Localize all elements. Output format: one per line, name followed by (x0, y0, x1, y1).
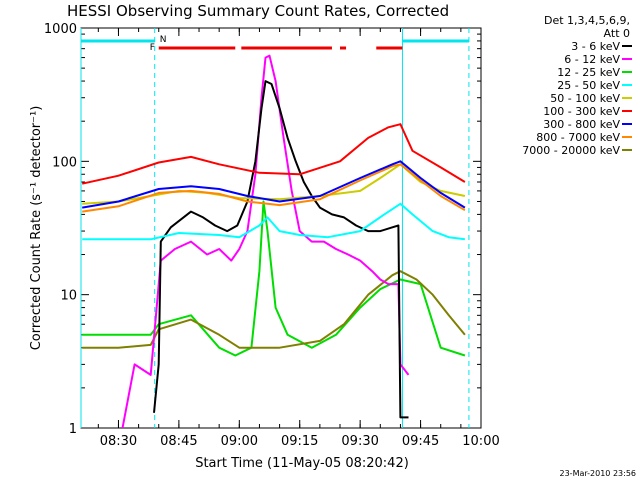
series-line-800-7000-keV (82, 163, 466, 213)
legend-header-line-1: Det 1,3,4,5,6,9, (544, 14, 630, 27)
series-line-3-6-keV (153, 80, 409, 419)
timestamp: 23-Mar-2010 23:56 (560, 469, 637, 478)
legend-label-6: 300 - 800 keV (543, 118, 620, 131)
series-line-50-100-keV (82, 163, 466, 205)
night-marker-label: N (160, 35, 167, 45)
series-group (81, 54, 466, 428)
y-tick-label-0: 1 (69, 422, 77, 437)
y-axis-label: Corrected Count Rate (s⁻¹ detector⁻¹) (29, 106, 44, 351)
flare-marker-label: F (150, 43, 155, 53)
legend-label-2: 12 - 25 keV (557, 66, 620, 79)
y-tick-label-1: 10 (60, 289, 77, 304)
legend-label-1: 6 - 12 keV (564, 53, 620, 66)
x-tick-label-1: 08:45 (160, 434, 197, 449)
series-line-25-50-keV (82, 202, 466, 241)
x-tick-label-2: 09:00 (221, 434, 258, 449)
series-line-12-25-keV (82, 200, 466, 357)
series-line-6-12-keV (121, 54, 410, 428)
legend-header-line-2: Att 0 (604, 27, 630, 40)
legend-label-5: 100 - 300 keV (543, 105, 620, 118)
x-tick-label-3: 09:15 (281, 434, 318, 449)
chart-title: HESSI Observing Summary Count Rates, Cor… (67, 2, 449, 20)
x-tick-label-4: 09:30 (341, 434, 378, 449)
y-tick-label-2: 100 (52, 155, 77, 170)
y-tick-label-3: 1000 (44, 22, 77, 37)
series-line-300-800-keV (82, 160, 466, 209)
series-line-100-300-keV (81, 123, 466, 185)
legend-label-4: 50 - 100 keV (550, 92, 620, 105)
x-tick-label-6: 10:00 (462, 434, 499, 449)
legend-label-7: 800 - 7000 keV (536, 131, 620, 144)
series-line-7000-20000-keV (82, 270, 466, 349)
x-tick-label-5: 09:45 (402, 434, 439, 449)
x-axis-label: Start Time (11-May-05 08:20:42) (195, 456, 409, 471)
x-tick-label-0: 08:30 (100, 434, 137, 449)
legend-label-3: 25 - 50 keV (557, 79, 620, 92)
legend-label-8: 7000 - 20000 keV (522, 144, 620, 157)
plot-area: 1 10 100 1000 08:30 08:45 09:00 09:15 09:30 09:45… (44, 22, 500, 449)
legend-label-0: 3 - 6 keV (571, 40, 620, 53)
